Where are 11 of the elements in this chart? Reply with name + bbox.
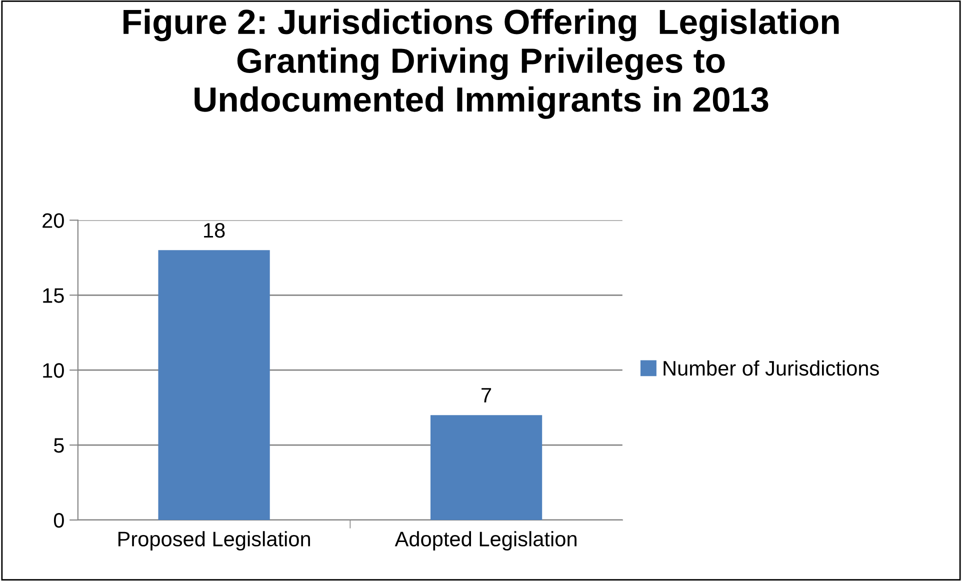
- y-tick-label: 20: [42, 213, 64, 228]
- x-tick-label: Proposed Legislation: [118, 531, 310, 551]
- y-tick-label: 0: [54, 512, 64, 528]
- y-tick-label: 10: [43, 363, 64, 378]
- y-tick-label: 5: [54, 438, 64, 453]
- chart-title: Figure 2: Jurisdictions Offering Legislation Granting Driving Privileges to Undocumented Immigrants in 2013: [124, 8, 839, 119]
- y-tick-label: 15: [43, 288, 64, 303]
- data-label: 7: [482, 388, 492, 402]
- legend-label: Number of Jurisdictions: [664, 360, 879, 376]
- x-tick-label: Adopted Legislation: [394, 531, 576, 551]
- data-label: 18: [204, 222, 225, 238]
